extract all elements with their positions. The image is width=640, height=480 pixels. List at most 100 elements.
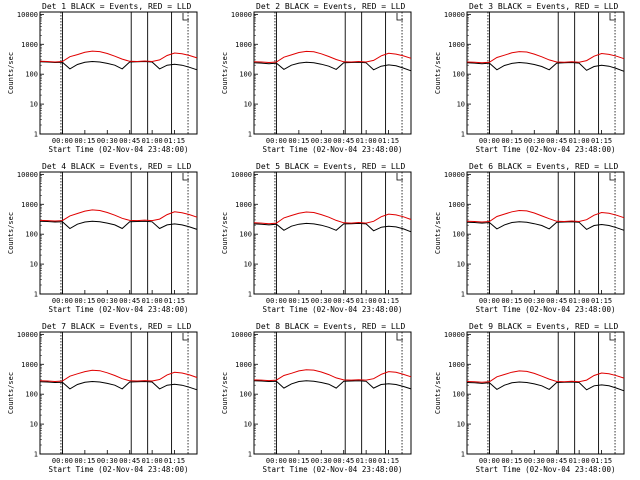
x-tick-label: 00:00 xyxy=(266,137,287,145)
x-tick-label: 00:30 xyxy=(524,137,545,145)
x-tick-label: 00:15 xyxy=(501,137,522,145)
plot-frame xyxy=(39,171,198,295)
x-tick-label: 00:30 xyxy=(97,137,118,145)
events-series-line xyxy=(466,381,625,392)
y-tick-label: 1000 xyxy=(448,361,465,369)
y-tick-label: 1 xyxy=(34,451,38,459)
lld-series-line xyxy=(466,370,625,383)
y-tick-label: 100 xyxy=(239,71,252,79)
corner-marker xyxy=(396,333,403,341)
chart-title: Det 6 BLACK = Events, RED = LLD xyxy=(469,162,618,171)
x-tick-label: 00:30 xyxy=(97,297,118,305)
x-axis-label: Start Time (02-Nov-04 23:48:00) xyxy=(263,465,403,474)
x-tick-label: 00:00 xyxy=(266,297,287,305)
x-tick-label: 00:00 xyxy=(52,457,73,465)
x-tick-label: 00:15 xyxy=(74,457,95,465)
x-tick-label: 00:15 xyxy=(74,137,95,145)
y-tick-label: 100 xyxy=(239,391,252,399)
x-tick-label: 01:15 xyxy=(164,297,185,305)
y-tick-label: 10000 xyxy=(444,171,465,179)
y-tick-label: 10 xyxy=(30,421,38,429)
x-tick-label: 00:30 xyxy=(97,457,118,465)
chart-title: Det 5 BLACK = Events, RED = LLD xyxy=(256,162,405,171)
y-tick-label: 1000 xyxy=(235,41,252,49)
x-tick-label: 01:15 xyxy=(378,137,399,145)
y-tick-label: 10 xyxy=(457,421,465,429)
y-tick-label: 100 xyxy=(239,231,252,239)
x-tick-label: 00:00 xyxy=(52,297,73,305)
corner-marker xyxy=(609,173,616,181)
x-tick-label: 01:15 xyxy=(591,137,612,145)
y-tick-label: 1000 xyxy=(21,41,38,49)
x-tick-label: 00:15 xyxy=(74,297,95,305)
y-tick-label: 1000 xyxy=(235,361,252,369)
events-series-line xyxy=(39,220,198,230)
x-tick-label: 00:45 xyxy=(119,297,140,305)
y-tick-label: 1 xyxy=(34,291,38,299)
x-tick-label: 00:30 xyxy=(524,457,545,465)
corner-marker xyxy=(609,333,616,341)
x-tick-label: 00:00 xyxy=(479,137,500,145)
y-tick-label: 1 xyxy=(461,291,465,299)
y-tick-label: 10 xyxy=(244,421,252,429)
x-axis-label: Start Time (02-Nov-04 23:48:00) xyxy=(49,305,189,314)
y-tick-label: 10000 xyxy=(17,171,38,179)
y-tick-label: 10 xyxy=(30,261,38,269)
x-tick-label: 01:00 xyxy=(142,297,163,305)
chart-panel-3: Det 3 BLACK = Events, RED = LLD 1 10 100 100… xyxy=(434,2,625,154)
chart-title: Det 1 BLACK = Events, RED = LLD xyxy=(42,2,191,11)
plot-frame xyxy=(39,331,198,455)
corner-marker xyxy=(396,173,403,181)
x-tick-label: 00:15 xyxy=(288,457,309,465)
lld-series-line xyxy=(39,50,198,63)
x-tick-label: 01:15 xyxy=(164,457,185,465)
y-tick-label: 10000 xyxy=(444,331,465,339)
plot-frame xyxy=(466,331,625,455)
x-tick-label: 00:45 xyxy=(546,457,567,465)
x-tick-label: 01:15 xyxy=(591,297,612,305)
y-axis-label: Counts/sec xyxy=(221,52,229,94)
x-tick-label: 00:30 xyxy=(524,297,545,305)
y-tick-label: 10 xyxy=(244,261,252,269)
y-tick-label: 10000 xyxy=(17,331,38,339)
chart-panel-8: Det 8 BLACK = Events, RED = LLD 1 10 100 100… xyxy=(221,322,412,474)
chart-panel-1: Det 1 BLACK = Events, RED = LLD 1 10 100 100… xyxy=(7,2,198,154)
chart-panel-4: Det 4 BLACK = Events, RED = LLD 1 10 100 100… xyxy=(7,162,198,314)
chart-panel-6: Det 6 BLACK = Events, RED = LLD 1 10 100 100… xyxy=(434,162,625,314)
chart-title: Det 7 BLACK = Events, RED = LLD xyxy=(42,322,191,331)
x-tick-label: 01:00 xyxy=(356,137,377,145)
x-tick-label: 00:45 xyxy=(333,457,354,465)
lld-series-line xyxy=(466,209,625,223)
corner-marker xyxy=(182,333,189,341)
y-axis-label: Counts/sec xyxy=(434,52,442,94)
y-tick-label: 1000 xyxy=(448,201,465,209)
x-tick-label: 00:15 xyxy=(501,297,522,305)
x-tick-label: 00:15 xyxy=(501,457,522,465)
events-series-line xyxy=(466,61,625,72)
y-tick-label: 100 xyxy=(452,71,465,79)
x-axis-label: Start Time (02-Nov-04 23:48:00) xyxy=(476,145,616,154)
x-tick-label: 00:00 xyxy=(52,137,73,145)
chart-panel-9: Det 9 BLACK = Events, RED = LLD 1 10 100 100… xyxy=(434,322,625,474)
y-tick-label: 100 xyxy=(452,391,465,399)
events-series-line xyxy=(253,61,412,72)
x-axis-label: Start Time (02-Nov-04 23:48:00) xyxy=(49,145,189,154)
x-tick-label: 01:15 xyxy=(378,457,399,465)
corner-marker xyxy=(182,13,189,21)
events-series-line xyxy=(466,221,625,231)
x-tick-label: 01:15 xyxy=(591,457,612,465)
y-tick-label: 1 xyxy=(248,291,252,299)
y-tick-label: 10 xyxy=(457,101,465,109)
lld-series-line xyxy=(39,209,198,222)
y-tick-label: 1 xyxy=(34,131,38,139)
x-tick-label: 00:00 xyxy=(266,457,287,465)
lld-series-line xyxy=(253,50,412,64)
y-axis-label: Counts/sec xyxy=(221,212,229,254)
x-tick-label: 00:45 xyxy=(333,297,354,305)
chart-title: Det 8 BLACK = Events, RED = LLD xyxy=(256,322,405,331)
x-tick-label: 01:15 xyxy=(378,297,399,305)
y-tick-label: 10000 xyxy=(17,11,38,19)
y-tick-label: 1 xyxy=(461,131,465,139)
x-tick-label: 00:45 xyxy=(546,137,567,145)
